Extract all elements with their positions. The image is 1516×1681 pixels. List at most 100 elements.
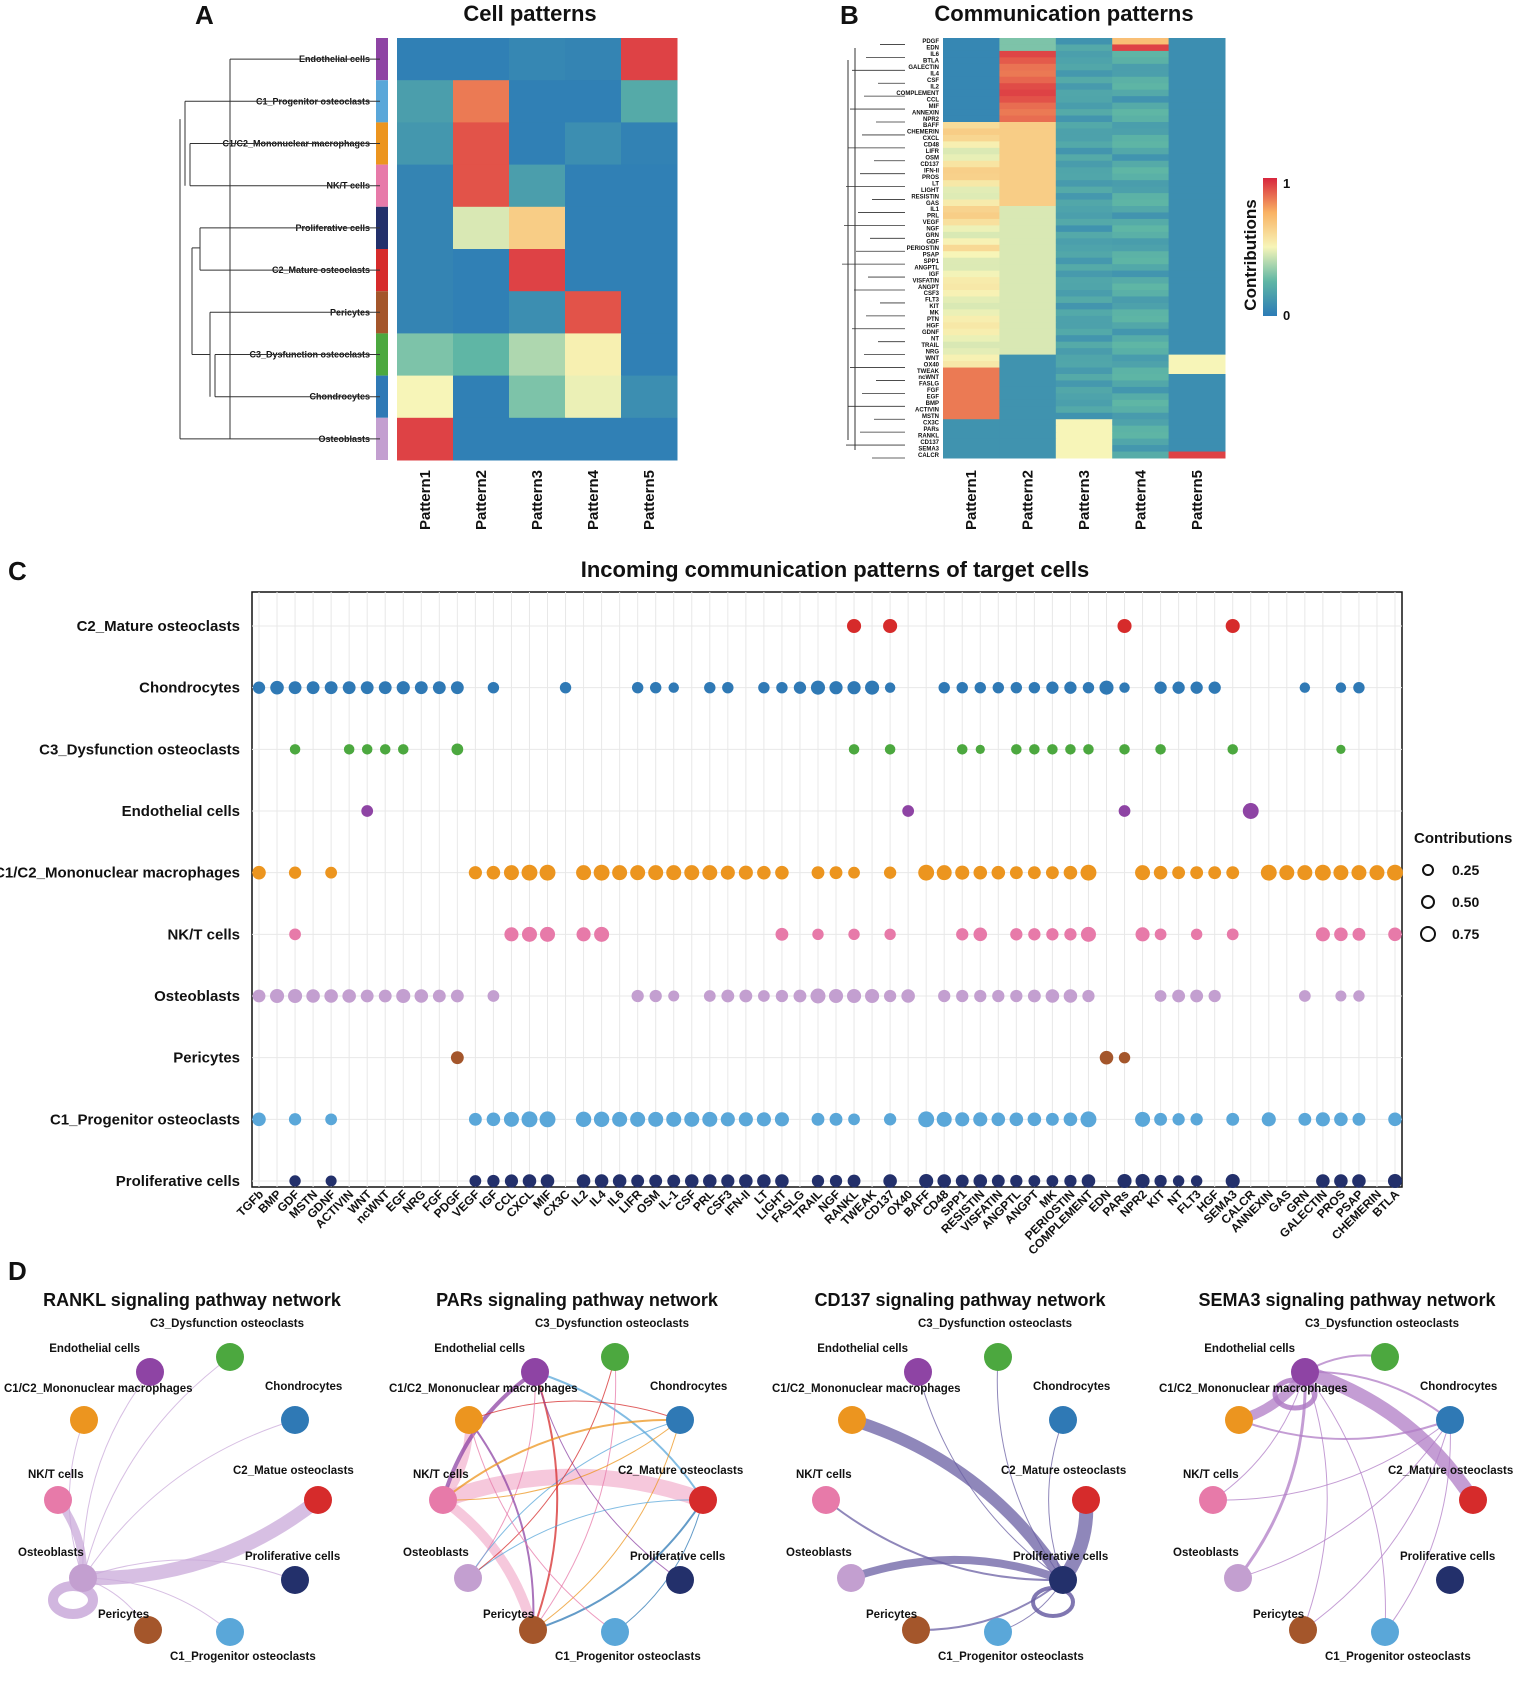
- dot-chondrocytes-ngf: [829, 681, 843, 695]
- heatmap-b-cell: [1168, 290, 1226, 297]
- signal-label-nt: NT: [931, 336, 939, 342]
- signal-label-npr2: NPR2: [923, 117, 940, 123]
- heatmap-b-cell: [943, 348, 1000, 356]
- dot-c1-c2-mononuclear-macrophages-lt: [757, 865, 771, 880]
- signal-label-complement: COMPLEMENT: [896, 91, 939, 97]
- heatmap-b-cell: [999, 50, 1057, 58]
- heatmap-b-cell: [999, 225, 1057, 233]
- dot-legend: 0.25 0.50 0.75: [1420, 862, 1479, 942]
- heatmap-b-cell: [1055, 251, 1113, 259]
- heatmap-b-cell: [943, 354, 1000, 362]
- signal-label-prl: PRL: [927, 214, 939, 220]
- network-node-c2-mature-osteoclasts: [689, 1486, 717, 1514]
- heatmap-b-cell: [1055, 76, 1113, 84]
- network-node-label: C2_Matue osteoclasts: [233, 1465, 354, 1477]
- dot-osteoblasts-spp1: [956, 989, 969, 1003]
- dot-c1-c2-mononuclear-macrophages-rankl: [848, 866, 860, 879]
- heatmap-b-cell: [999, 257, 1057, 265]
- heatmap-b-cell: [943, 115, 1000, 123]
- network-node-label: Endothelial cells: [49, 1343, 140, 1355]
- heatmap-a-cell: [565, 333, 622, 377]
- heatmap-a-cell: [397, 206, 454, 250]
- network-node-label: C2_Mature osteoclasts: [618, 1465, 743, 1477]
- dot-chondrocytes-complement: [1082, 681, 1095, 694]
- network-edge: [532, 1419, 681, 1631]
- heatmap-a-cell: [397, 164, 454, 208]
- heatmap-b-cell: [1112, 231, 1170, 239]
- panel-letter-d: D: [8, 1256, 27, 1286]
- heatmap-a-cell: [453, 80, 510, 123]
- heatmap-b-cell: [1168, 361, 1226, 369]
- dot-osteoblasts-tweak: [865, 988, 880, 1004]
- signal-label-annexin: ANNEXIN: [912, 110, 939, 116]
- heatmap-b-cell: [999, 180, 1057, 188]
- network-edge: [1048, 1419, 1064, 1581]
- signal-label-cx3c: CX3C: [923, 420, 940, 426]
- heatmap-b-cell: [999, 147, 1057, 155]
- network-node-pericytes: [902, 1616, 930, 1644]
- heatmap-a-cell: [565, 375, 622, 419]
- dot-chondrocytes-pars: [1119, 682, 1130, 693]
- heatmap-b-cell: [1168, 264, 1226, 272]
- heatmap-b-cell: [999, 432, 1057, 440]
- heatmap-b-cell: [943, 322, 1000, 330]
- heatmap-b-cell: [943, 412, 1000, 420]
- dot-osteoblasts-ox40: [901, 989, 915, 1003]
- heatmap-b-cell: [1112, 315, 1170, 323]
- dot-endothelial-cells-wnt: [361, 805, 374, 817]
- col-label-pattern4: Pattern4: [585, 469, 602, 530]
- network-title-4: SEMA3 signaling pathway network: [1198, 1290, 1496, 1310]
- dot-c3-dysfunction-osteoclasts-ncwnt: [379, 744, 391, 755]
- heatmap-b-cell: [1112, 96, 1170, 104]
- heatmap-b-cell: [1055, 115, 1113, 123]
- heatmap-a-cell: [509, 164, 566, 208]
- dot-osteoblasts-cd137: [883, 989, 897, 1003]
- signal-label-il2: IL2: [930, 84, 939, 90]
- dot-c1-c2-mononuclear-macrophages-galectin: [1314, 864, 1331, 881]
- dot-c1-c2-mononuclear-macrophages-ngf: [829, 866, 843, 880]
- signal-label-ccl: CCL: [927, 97, 940, 103]
- row-color-bar: [376, 80, 388, 123]
- heatmap-b-cell: [943, 251, 1000, 259]
- heatmap-b-cell: [999, 122, 1057, 129]
- dot-chondrocytes-edn: [1099, 680, 1114, 695]
- panel-c-title: Incoming communication patterns of targe…: [581, 557, 1090, 582]
- heatmap-b-cell: [1168, 393, 1226, 401]
- heatmap-b-cell: [1112, 406, 1170, 414]
- dot-nk-t-cells-mk: [1046, 928, 1059, 941]
- signal-label-visfatin: VISFATIN: [912, 278, 939, 284]
- network-node-osteoblasts: [454, 1564, 482, 1592]
- dot-legend-label-2: 0.50: [1452, 894, 1479, 910]
- heatmap-b-cell: [1168, 296, 1226, 304]
- heatmap-b-cell: [943, 315, 1000, 323]
- signal-label-gdnf: GDNF: [922, 330, 939, 336]
- dot-c3-dysfunction-osteoclasts-kit: [1155, 744, 1166, 755]
- heatmap-b-cell: [999, 238, 1057, 246]
- heatmap-b-cell: [1055, 341, 1113, 349]
- heatmap-b-cell: [1055, 89, 1113, 97]
- dot-osteoblasts-igf: [487, 990, 500, 1002]
- network-node-label: Pericytes: [98, 1609, 149, 1621]
- dot-legend-label-1: 0.25: [1452, 862, 1479, 878]
- heatmap-b-cell: [999, 141, 1057, 149]
- heatmap-b-cell: [1055, 167, 1113, 175]
- dot-chondrocytes-cd48: [938, 681, 950, 694]
- dot-c1-progenitor-osteoclasts-periostin: [1063, 1112, 1078, 1127]
- dot-c1-c2-mononuclear-macrophages-prl: [702, 865, 718, 881]
- dot-nk-t-cells-il4: [594, 926, 610, 942]
- row-label-c1-c2-mononuclear-macrophages: C1/C2_Mononuclear macrophages: [0, 865, 240, 882]
- dot-c1-c2-mononuclear-macrophages-tgfb: [252, 865, 266, 880]
- dot-c1-progenitor-osteoclasts-sema3: [1226, 1112, 1240, 1126]
- network-edge: [917, 1371, 1064, 1581]
- dot-nk-t-cells-galectin: [1315, 927, 1330, 942]
- network-node-proliferative-cells: [281, 1566, 309, 1594]
- heatmap-b-cell: [999, 315, 1057, 323]
- network-node-chondrocytes: [1049, 1406, 1077, 1434]
- network-node-label: C3_Dysfunction osteoclasts: [535, 1318, 689, 1330]
- heatmap-b-cell: [943, 264, 1000, 272]
- heatmap-b-cell: [999, 412, 1057, 420]
- network-node-label: Pericytes: [483, 1609, 534, 1621]
- network-edge: [468, 1419, 535, 1631]
- heatmap-b-cell: [1055, 257, 1113, 265]
- dot-proliferative-cells-gdf: [289, 1175, 301, 1187]
